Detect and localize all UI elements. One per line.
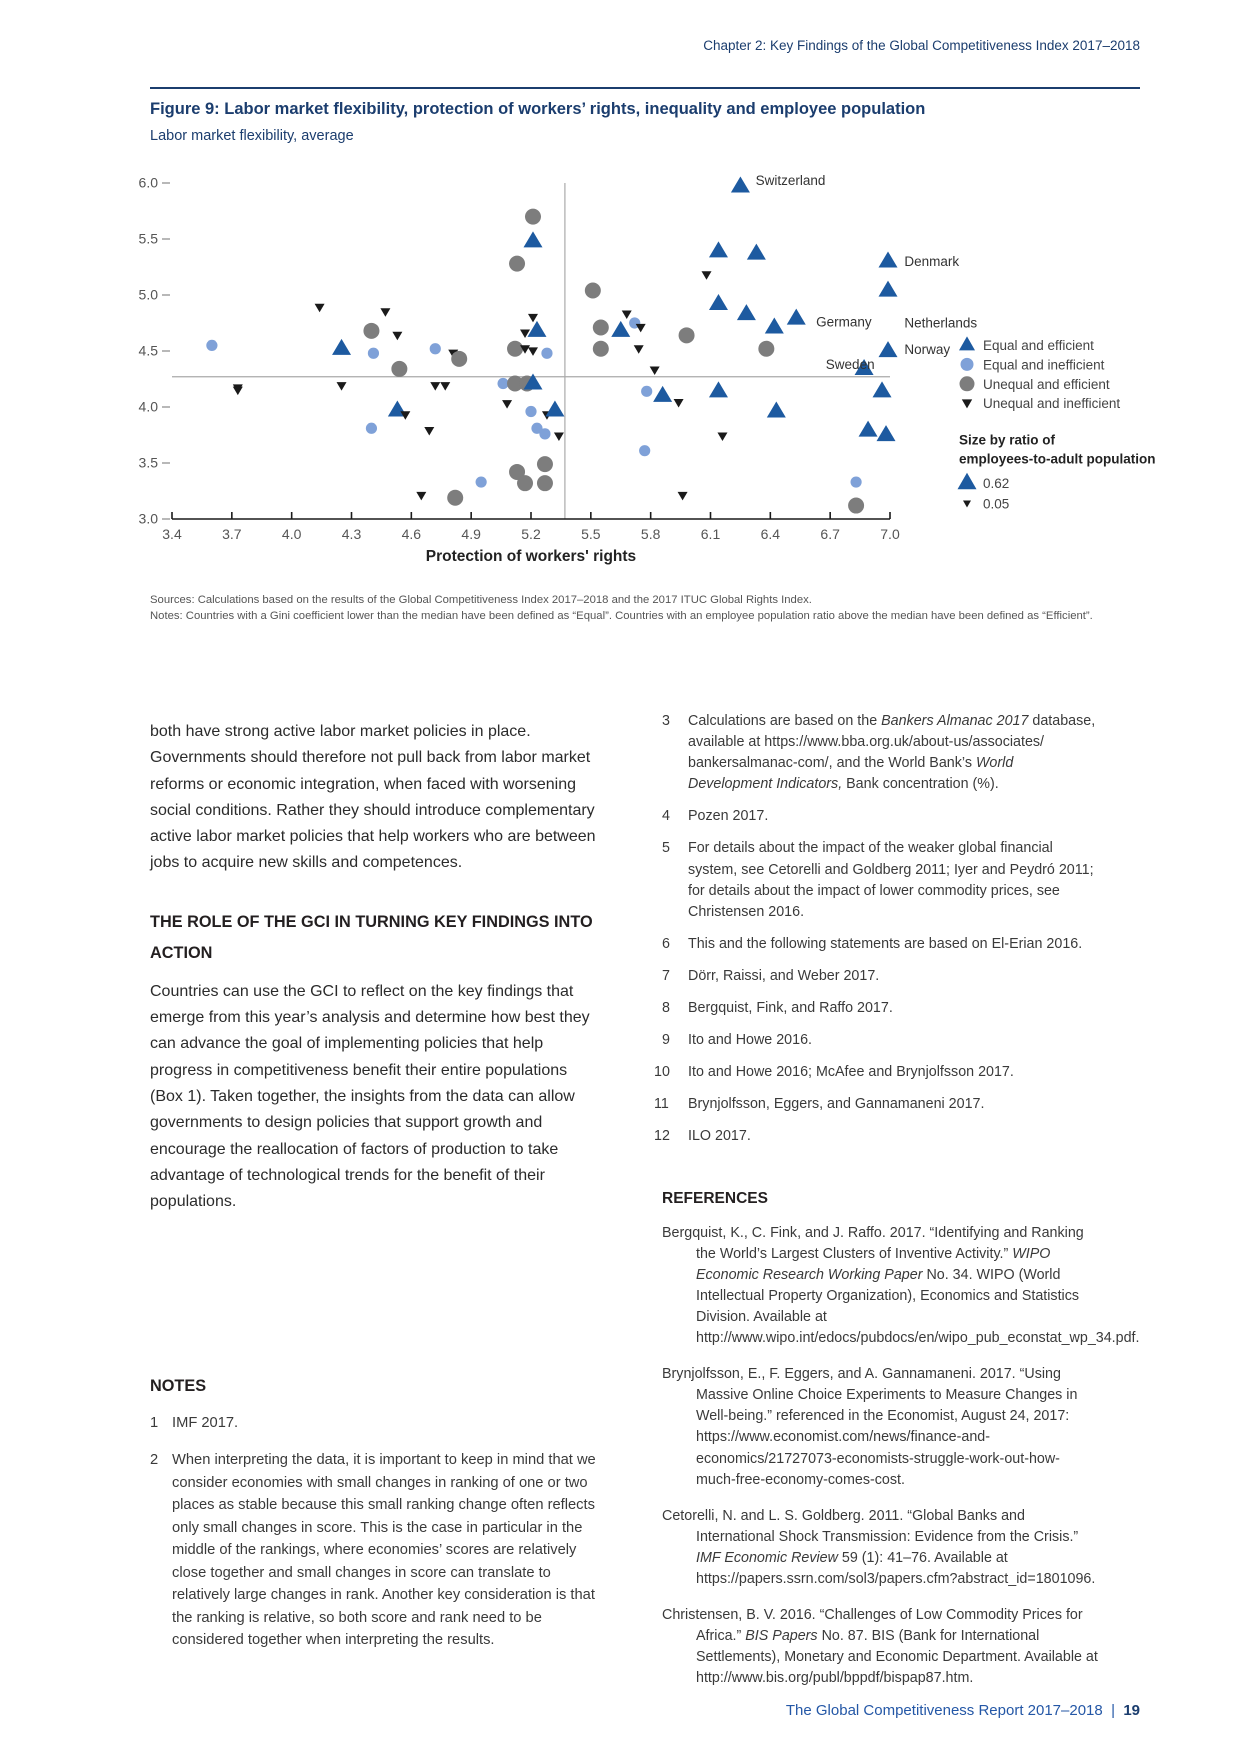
svg-text:5.2: 5.2 xyxy=(521,526,541,542)
svg-text:Netherlands: Netherlands xyxy=(904,316,977,331)
svg-text:0.62: 0.62 xyxy=(983,476,1009,491)
svg-text:Equal and inefficient: Equal and inefficient xyxy=(983,357,1105,372)
svg-text:4.9: 4.9 xyxy=(461,526,481,542)
svg-text:6.4: 6.4 xyxy=(761,526,781,542)
svg-text:5.8: 5.8 xyxy=(641,526,661,542)
svg-text:7.0: 7.0 xyxy=(880,526,900,542)
svg-text:4.6: 4.6 xyxy=(402,526,422,542)
svg-text:3.0: 3.0 xyxy=(139,511,159,527)
svg-text:5.5: 5.5 xyxy=(139,231,159,247)
svg-text:Sweden: Sweden xyxy=(826,357,875,372)
svg-text:Switzerland: Switzerland xyxy=(756,173,826,188)
svg-text:Germany: Germany xyxy=(816,315,872,330)
svg-text:4.0: 4.0 xyxy=(139,399,159,415)
svg-text:Protection of workers' rights: Protection of workers' rights xyxy=(426,548,636,565)
svg-text:6.0: 6.0 xyxy=(139,175,159,191)
svg-text:Equal and efficient: Equal and efficient xyxy=(983,338,1094,353)
svg-text:4.5: 4.5 xyxy=(139,343,159,359)
svg-text:Norway: Norway xyxy=(904,342,950,357)
svg-text:Denmark: Denmark xyxy=(904,254,959,269)
svg-text:Size by ratio of: Size by ratio of xyxy=(959,432,1056,447)
svg-text:Unequal and inefficient: Unequal and inefficient xyxy=(983,396,1120,411)
svg-text:3.5: 3.5 xyxy=(139,455,159,471)
svg-text:Unequal and efficient: Unequal and efficient xyxy=(983,377,1110,392)
svg-text:4.0: 4.0 xyxy=(282,526,302,542)
svg-text:6.1: 6.1 xyxy=(701,526,721,542)
svg-text:3.4: 3.4 xyxy=(162,526,182,542)
svg-text:4.3: 4.3 xyxy=(342,526,362,542)
svg-text:employees-to-adult population: employees-to-adult population xyxy=(959,452,1156,467)
svg-text:0.05: 0.05 xyxy=(983,497,1009,512)
svg-text:3.7: 3.7 xyxy=(222,526,242,542)
svg-text:5.5: 5.5 xyxy=(581,526,601,542)
svg-text:5.0: 5.0 xyxy=(139,287,159,303)
svg-text:6.7: 6.7 xyxy=(820,526,840,542)
